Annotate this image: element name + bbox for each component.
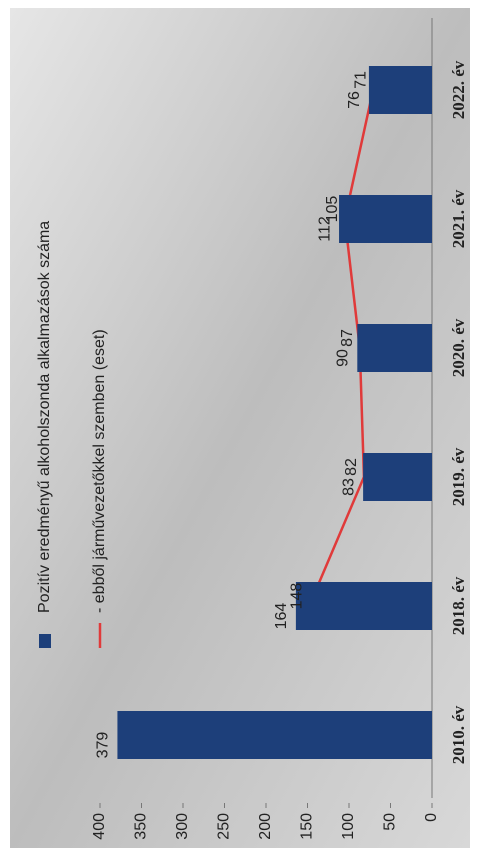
bar [368, 66, 433, 114]
value-label: 76 [346, 91, 363, 109]
x-tick-label: 2018. év [449, 576, 468, 635]
y-tick-label: 150 [299, 813, 316, 840]
value-label: 90 [335, 349, 352, 367]
y-tick-label: 350 [133, 813, 150, 840]
bar [357, 324, 432, 372]
value-label: 87 [339, 329, 356, 347]
value-label: 148 [288, 583, 305, 610]
bar [339, 195, 433, 243]
y-tick-label: 400 [91, 813, 108, 840]
x-tick-label: 2020. év [449, 318, 468, 377]
y-tick-label: 300 [174, 813, 191, 840]
y-tick-label: 200 [257, 813, 274, 840]
x-tick-label: 2022. év [449, 60, 468, 119]
bar [363, 453, 432, 501]
background [10, 8, 470, 848]
value-label: 71 [352, 71, 369, 89]
plot: 0 50 100 150 200 250 300 350 400 2010. év 2018. év… [36, 18, 468, 840]
value-label: 164 [273, 603, 290, 630]
x-tick-label: 2019. év [449, 447, 468, 506]
value-label: 82 [343, 458, 360, 476]
value-label: 83 [340, 478, 357, 496]
value-label: 112 [316, 216, 333, 242]
x-tick-label: 2021. év [449, 189, 468, 248]
legend-swatch [39, 634, 51, 648]
legend-label: Pozitív eredményű alkoholszonda alkalmaz… [36, 221, 53, 613]
y-tick-label: 0 [423, 813, 440, 822]
y-tick-label: 250 [216, 813, 233, 840]
bar [295, 582, 432, 630]
x-tick-label: 2010. év [449, 705, 468, 764]
value-label: 105 [324, 196, 341, 223]
bar [117, 711, 433, 759]
y-tick-label: 100 [340, 813, 357, 840]
legend-label: - ebből járművezetőkkel szemben (eset) [91, 329, 108, 613]
value-label: 379 [95, 732, 112, 759]
y-tick-label: 50 [382, 813, 399, 831]
